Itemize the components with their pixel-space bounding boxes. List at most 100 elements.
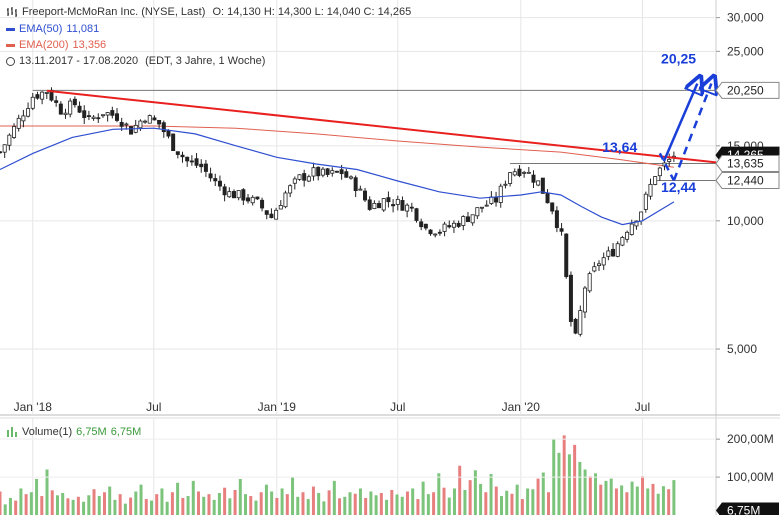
- volume-bar: [651, 483, 655, 515]
- candle-body: [597, 263, 602, 266]
- volume-bar: [635, 486, 639, 515]
- volume-bar: [531, 489, 535, 515]
- price-marker-label: 20,250: [727, 83, 764, 97]
- candle-body: [667, 158, 672, 162]
- annotation-label: 20,25: [661, 51, 696, 67]
- candle-body: [54, 100, 59, 103]
- pullback-dashed: [658, 152, 675, 182]
- volume-bar: [254, 500, 258, 515]
- y-tick-label: 30,000: [727, 11, 764, 25]
- candle-body: [283, 192, 288, 208]
- volume-bar: [317, 493, 321, 515]
- candle-body: [545, 192, 550, 204]
- candle-body: [189, 160, 194, 163]
- volume-bar: [343, 496, 347, 515]
- candle-body: [348, 176, 353, 179]
- volume-bar: [66, 498, 70, 515]
- candle-body: [222, 186, 227, 196]
- volume-bar: [526, 488, 530, 515]
- candle-body: [302, 173, 307, 181]
- candle-body: [503, 183, 508, 186]
- candle-body: [367, 199, 372, 210]
- candle-body: [292, 178, 297, 184]
- volume-bar: [447, 497, 451, 515]
- candle-body: [582, 287, 587, 313]
- volume-bar: [332, 480, 336, 515]
- candle-body: [339, 169, 344, 175]
- candle-body: [437, 231, 442, 234]
- candle-body: [199, 163, 204, 168]
- volume-bar: [29, 492, 33, 515]
- candle-body: [166, 130, 171, 137]
- candle-body: [470, 214, 475, 224]
- candle-body: [550, 202, 555, 212]
- volume-bar: [244, 494, 248, 515]
- volume-bar: [421, 481, 425, 515]
- candle-body: [227, 191, 232, 198]
- candle-body: [498, 185, 503, 203]
- volume-bar: [479, 483, 483, 515]
- volume-bar: [217, 493, 221, 515]
- candle-body: [264, 210, 269, 215]
- candle-body: [138, 120, 143, 129]
- candle-body: [423, 223, 428, 229]
- volume-bar: [264, 484, 268, 515]
- candle-body: [625, 231, 630, 240]
- ema200-label: EMA(200): [19, 39, 69, 51]
- candle-body: [143, 120, 148, 123]
- volume-bar: [510, 493, 514, 515]
- candle-body: [21, 115, 26, 122]
- candle-body: [217, 180, 222, 187]
- candle-body: [171, 133, 176, 151]
- volume-bar: [338, 498, 342, 515]
- candle-body: [456, 222, 461, 227]
- chart-header-instrument: Freeport-McMoRan Inc. (NYSE, Last) O: 14…: [6, 6, 415, 18]
- volume-bar: [499, 496, 503, 515]
- volume-bar: [3, 504, 7, 515]
- candle-body: [639, 211, 644, 222]
- candle-body: [653, 176, 658, 185]
- volume-bar: [641, 476, 645, 515]
- volume-bar: [348, 492, 352, 515]
- candle-body: [512, 171, 517, 176]
- volume-bar: [656, 493, 660, 515]
- candle-body: [643, 193, 648, 210]
- volume-bar: [494, 486, 498, 515]
- price-marker-label: 13,635: [727, 156, 764, 170]
- ema200-value: 13,356: [72, 39, 107, 51]
- volume-bar: [614, 488, 618, 515]
- legend-ema200[interactable]: EMA(200) 13,356: [6, 39, 110, 51]
- candle-body: [634, 220, 639, 227]
- volume-value-2: 6,75M: [110, 426, 142, 438]
- volume-bar: [541, 472, 545, 515]
- candle-body: [30, 96, 35, 109]
- candle-body: [161, 122, 166, 133]
- candle-body: [246, 197, 251, 202]
- volume-bar: [442, 487, 446, 515]
- candle-body: [395, 198, 400, 205]
- volume-bar: [155, 494, 159, 515]
- volume-bar: [557, 452, 561, 515]
- volume-bar: [594, 473, 598, 515]
- volume-bars: [0, 435, 676, 515]
- candle-body: [269, 213, 274, 219]
- volume-bar: [8, 497, 12, 515]
- candle-body: [414, 208, 419, 221]
- volume-bar: [385, 499, 389, 515]
- candle-body: [601, 257, 606, 266]
- volume-bar: [400, 496, 404, 515]
- candle-body: [531, 174, 536, 183]
- volume-bar: [562, 435, 566, 515]
- volume-bar: [97, 496, 101, 515]
- volume-bar: [233, 489, 237, 515]
- legend-ema50[interactable]: EMA(50) 11,081: [6, 23, 103, 35]
- price-marker-label: 12,440: [727, 173, 764, 187]
- volume-bar: [176, 482, 180, 515]
- candle-body: [213, 178, 218, 182]
- volume-bar: [353, 493, 357, 515]
- candle-body: [82, 110, 87, 119]
- candle-body: [344, 171, 349, 178]
- rebound-arrow-dashed: [672, 84, 711, 181]
- volume-bar: [505, 490, 509, 515]
